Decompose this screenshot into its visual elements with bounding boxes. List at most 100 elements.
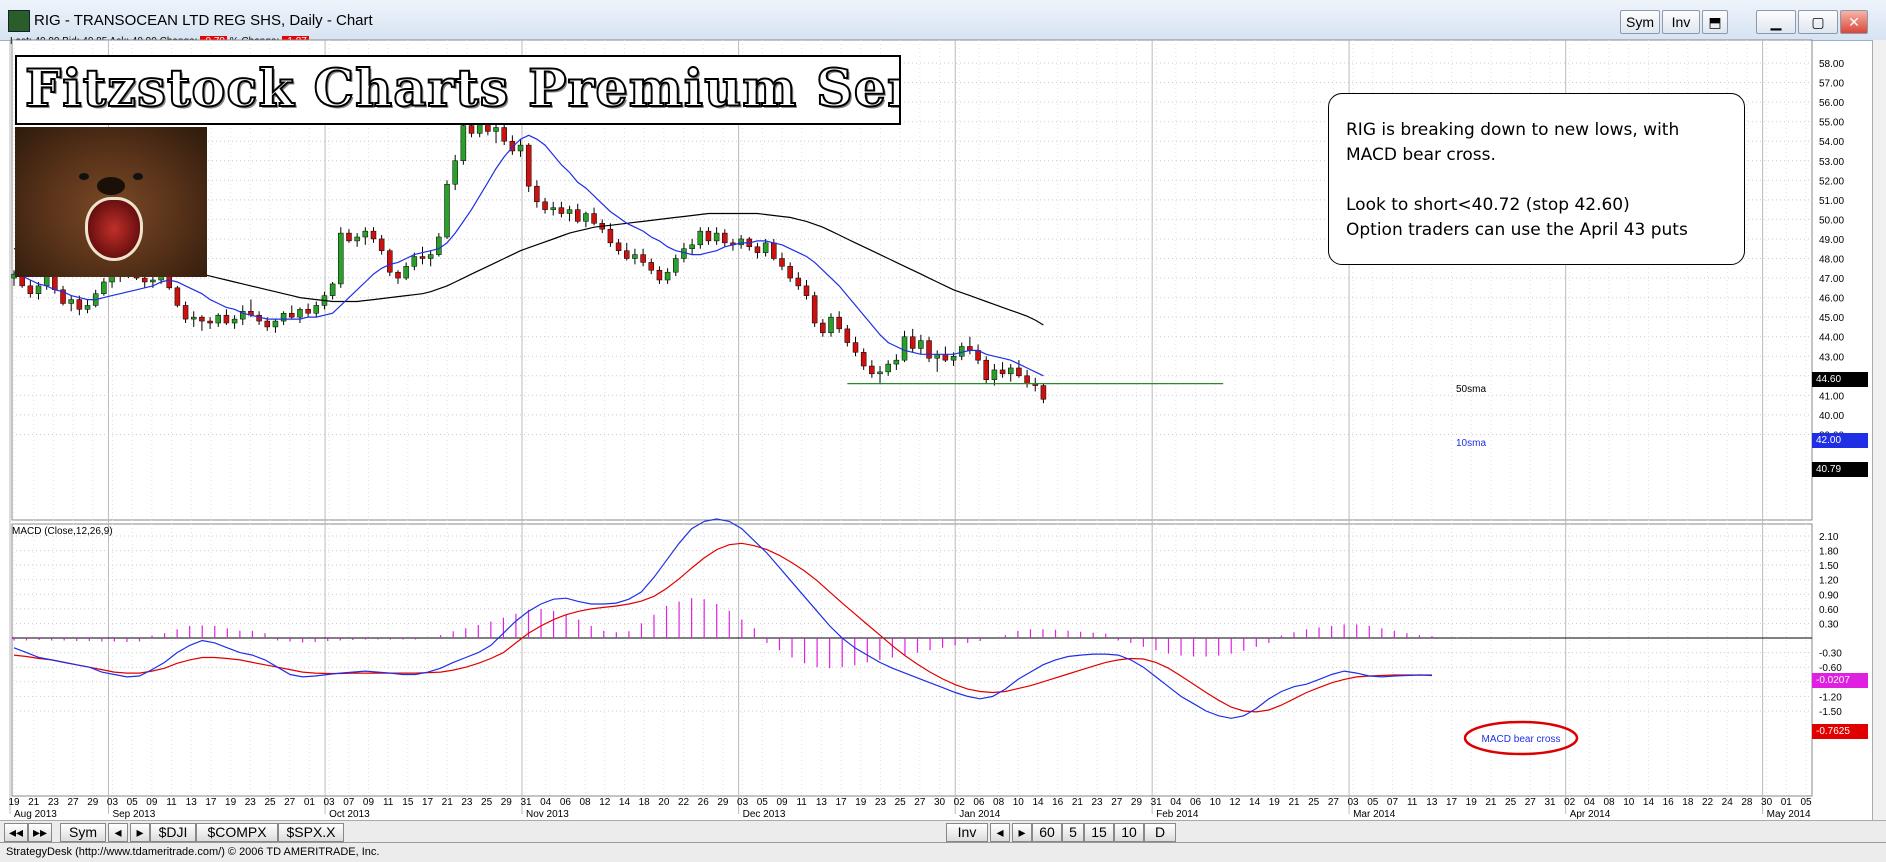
x-day-label: 09	[146, 797, 158, 808]
x-day-label: 13	[816, 797, 828, 808]
candle-body	[771, 242, 777, 259]
x-day-label: 29	[501, 797, 513, 808]
tab-spx[interactable]: $SPX.X	[278, 823, 344, 842]
x-day-label: 10	[1210, 797, 1222, 808]
right-sidebar[interactable]	[1872, 40, 1886, 830]
maximize-icon[interactable]: ▢	[1798, 10, 1838, 34]
banner-logo: Fitzstock Charts Premium Service	[15, 55, 901, 125]
period-60-button[interactable]: 60	[1032, 823, 1062, 842]
candle-body	[583, 213, 589, 222]
price-tick-label: 43.00	[1819, 352, 1844, 363]
x-day-label: 11	[383, 797, 394, 808]
candle-body	[43, 275, 50, 287]
window-pin-icon[interactable]: ⬒	[1702, 10, 1728, 34]
x-day-label: 27	[914, 797, 926, 808]
minimize-icon[interactable]: ▁	[1756, 10, 1796, 34]
candle-body	[885, 363, 891, 373]
x-day-label: 03	[1348, 797, 1360, 808]
candle-body	[779, 258, 785, 267]
bottom-toolbar: ◂◂ ▸▸ Sym ◂ ▸ $DJI $COMPX $SPX.X Inv ◂ ▸…	[0, 820, 1886, 843]
next-icon[interactable]: ▸	[130, 823, 150, 842]
candle-body	[468, 125, 475, 134]
x-day-label: 07	[1387, 797, 1399, 808]
candle-body	[190, 316, 197, 320]
last-price-tag: 40.79	[1812, 462, 1868, 477]
candle-body	[444, 183, 450, 238]
price-tick-label: 41.00	[1819, 391, 1844, 402]
bottom-inv-button[interactable]: Inv	[946, 823, 988, 842]
period-d-button[interactable]: D	[1144, 823, 1176, 842]
title-bar: RIG - TRANSOCEAN LTD REG SHS, Daily - Ch…	[0, 0, 1886, 41]
x-day-label: 13	[186, 797, 198, 808]
candle-body	[509, 140, 516, 152]
x-day-label: 17	[836, 797, 848, 808]
period-5-button[interactable]: 5	[1062, 823, 1084, 842]
x-month-label: May 2014	[1767, 809, 1811, 820]
x-day-label: 11	[166, 797, 177, 808]
candle-body	[624, 250, 630, 259]
x-day-label: 09	[776, 797, 788, 808]
x-day-label: 03	[107, 797, 119, 808]
candle-body	[542, 201, 548, 210]
period-10-button[interactable]: 10	[1114, 823, 1144, 842]
x-day-label: 05	[127, 797, 139, 808]
inv-button[interactable]: Inv	[1662, 10, 1700, 34]
price-tick-label: 46.00	[1819, 294, 1844, 305]
candle-body	[207, 320, 213, 324]
inv-prev-icon[interactable]: ◂	[990, 823, 1010, 842]
x-day-label: 14	[1249, 797, 1261, 808]
tab-dji[interactable]: $DJI	[150, 823, 196, 842]
x-day-label: 09	[363, 797, 375, 808]
close-icon[interactable]: ✕	[1840, 10, 1868, 34]
macd-tick-label: 1.80	[1819, 547, 1839, 558]
x-month-label: Dec 2013	[743, 809, 786, 820]
banner-text: Fitzstock Charts Premium Service	[24, 58, 899, 120]
macd-tick-label: -1.50	[1819, 707, 1842, 718]
x-day-label: 21	[1485, 797, 1497, 808]
price-tick-label: 44.00	[1819, 333, 1844, 344]
price-tick-label: 47.00	[1819, 274, 1844, 285]
period-15-button[interactable]: 15	[1084, 823, 1114, 842]
macd-line-tag: -0.7625	[1812, 724, 1868, 739]
candle-body	[811, 295, 818, 324]
prev-icon[interactable]: ◂	[108, 823, 128, 842]
sma10-price-tag: 42.00	[1812, 433, 1868, 448]
x-day-label: 22	[678, 797, 690, 808]
inv-next-icon[interactable]: ▸	[1012, 823, 1032, 842]
bottom-sym-button[interactable]: Sym	[60, 823, 106, 842]
candle-body	[828, 316, 834, 334]
candle-body	[632, 254, 638, 259]
price-tick-label: 54.00	[1819, 137, 1844, 148]
candle-body	[901, 336, 908, 361]
x-day-label: 02	[1564, 797, 1576, 808]
x-day-label: 15	[402, 797, 414, 808]
x-day-label: 17	[1446, 797, 1458, 808]
candle-body	[362, 230, 369, 238]
candle-body	[52, 275, 58, 291]
candle-body	[223, 314, 230, 324]
x-day-label: 19	[8, 797, 20, 808]
macd-hist-tag: -0.0207	[1812, 673, 1868, 688]
candle-body	[395, 271, 401, 279]
sym-button[interactable]: Sym	[1620, 10, 1660, 34]
candle-body	[403, 266, 409, 279]
x-day-label: 21	[442, 797, 454, 808]
tab-compx[interactable]: $COMPX	[196, 823, 278, 842]
candle-body	[591, 213, 597, 224]
candle-body	[558, 207, 565, 214]
candle-body	[722, 232, 728, 244]
x-month-label: Oct 2013	[329, 809, 370, 820]
candle-body	[436, 236, 442, 255]
x-day-label: 21	[1288, 797, 1300, 808]
bear-eye-right	[133, 173, 143, 180]
candle-body	[999, 369, 1006, 375]
first-page-icon[interactable]: ◂◂	[4, 823, 28, 842]
candle-body	[713, 232, 720, 242]
candle-body	[738, 238, 744, 246]
x-day-label: 29	[1131, 797, 1143, 808]
candle-body	[84, 305, 91, 310]
candle-body	[370, 230, 377, 240]
x-day-label: 05	[757, 797, 769, 808]
next-page-icon[interactable]: ▸▸	[28, 823, 52, 842]
candle-body	[60, 289, 66, 304]
